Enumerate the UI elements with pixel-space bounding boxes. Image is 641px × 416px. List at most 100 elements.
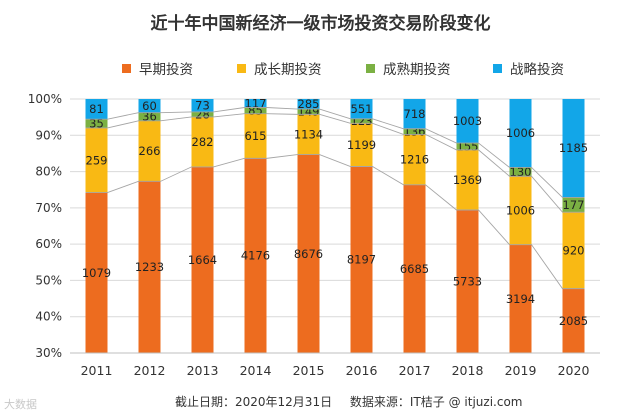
data-label: 282	[192, 135, 214, 149]
legend-item: 成熟期投资	[366, 58, 451, 78]
x-tick-label: 2020	[558, 363, 590, 378]
watermark: 大数据	[4, 398, 37, 411]
legend-item: 战略投资	[493, 58, 564, 78]
bar-segment	[138, 99, 161, 113]
data-label: 117	[245, 96, 267, 110]
y-tick-label: 60%	[35, 237, 62, 251]
legend-label: 战略投资	[510, 62, 564, 78]
bar-segment	[244, 113, 267, 159]
x-tick-label: 2017	[399, 363, 431, 378]
bar-segment	[297, 99, 320, 110]
data-label: 36	[142, 110, 157, 124]
bar-segment	[350, 99, 373, 119]
x-tick-label: 2013	[187, 363, 219, 378]
data-label: 1185	[559, 141, 588, 155]
legend-label: 成长期投资	[254, 62, 322, 78]
data-label: 1233	[135, 260, 164, 274]
data-label: 3194	[506, 292, 535, 306]
bar-segment	[562, 288, 585, 353]
x-tick-label: 2019	[505, 363, 537, 378]
legend-swatch	[366, 63, 375, 73]
data-label: 266	[139, 144, 161, 158]
y-tick-label: 80%	[35, 165, 62, 179]
series-line	[85, 154, 585, 290]
data-label: 1006	[506, 203, 535, 217]
bar-segment	[297, 109, 320, 115]
legend-label: 成熟期投资	[383, 62, 451, 78]
chart-footer: 截止日期：2020年12月31日 数据来源：IT桔子 @ itjuzi.com	[175, 393, 536, 410]
bar-segment	[562, 197, 585, 213]
legend-label: 早期投资	[139, 62, 193, 78]
cutoff-date-note: 截止日期：2020年12月31日	[175, 395, 333, 409]
data-label: 81	[89, 102, 104, 116]
data-label: 1079	[82, 266, 111, 280]
bar-segment	[244, 107, 267, 114]
series-line	[85, 107, 585, 198]
data-label: 551	[351, 102, 373, 116]
bar-segment	[509, 99, 532, 168]
data-label: 1369	[453, 173, 482, 187]
data-label: 8676	[294, 247, 323, 261]
bar-segment	[456, 210, 479, 353]
x-tick-label: 2012	[134, 363, 166, 378]
data-label: 177	[563, 198, 585, 212]
bar-segment	[244, 158, 267, 353]
bar-segment	[403, 128, 426, 135]
bar-segment	[403, 99, 426, 129]
data-label: 130	[510, 165, 532, 179]
bar-segment	[191, 111, 214, 117]
y-tick-label: 100%	[28, 92, 62, 106]
legend-item: 早期投资	[122, 58, 193, 78]
y-tick-label: 90%	[35, 128, 62, 142]
data-label: 73	[195, 98, 210, 112]
legend-item: 成长期投资	[237, 58, 322, 78]
bar-segment	[85, 99, 108, 120]
x-tick-label: 2016	[346, 363, 378, 378]
data-label: 1003	[453, 114, 482, 128]
y-tick-label: 30%	[35, 346, 62, 360]
data-label: 8197	[347, 253, 376, 267]
data-source-note: 数据来源：IT桔子 @ itjuzi.com	[349, 395, 523, 409]
bar-segment	[191, 116, 214, 167]
chart-title: 近十年中国新经济一级市场投资交易阶段变化	[150, 14, 491, 34]
bar-segment	[509, 176, 532, 245]
bar-segment	[562, 99, 585, 198]
bar-segment	[456, 143, 479, 150]
data-label: 1006	[506, 126, 535, 140]
y-tick-label: 40%	[35, 310, 62, 324]
x-tick-label: 2018	[452, 363, 484, 378]
bar-segment	[562, 212, 585, 289]
bar-segment	[403, 184, 426, 353]
data-label: 60	[142, 99, 157, 113]
bar-segment	[85, 192, 108, 353]
series-line	[85, 113, 585, 213]
data-label: 35	[89, 117, 104, 131]
data-label: 2085	[559, 314, 588, 328]
bar-segment	[297, 114, 320, 155]
data-label: 1664	[188, 253, 217, 267]
legend-swatch	[122, 63, 131, 73]
data-label: 1134	[294, 127, 323, 141]
data-label: 1199	[347, 138, 376, 152]
bar-segment	[85, 119, 108, 128]
bar-segment	[191, 99, 214, 112]
data-label: 920	[563, 243, 585, 257]
bar-segment	[403, 134, 426, 185]
bar-segment	[509, 244, 532, 353]
data-label: 4176	[241, 249, 270, 263]
legend-swatch	[237, 63, 246, 73]
bar-segment	[509, 167, 532, 177]
data-label: 718	[404, 107, 426, 121]
data-label: 6685	[400, 262, 429, 276]
bar-segment	[456, 149, 479, 211]
data-label: 259	[86, 153, 108, 167]
bar-segment	[138, 120, 161, 182]
y-tick-label: 70%	[35, 201, 62, 215]
bar-segment	[138, 181, 161, 353]
bar-segment	[350, 118, 373, 124]
legend-swatch	[493, 63, 502, 73]
data-label: 1216	[400, 153, 429, 167]
data-label: 285	[298, 97, 320, 111]
data-label: 615	[245, 129, 267, 143]
